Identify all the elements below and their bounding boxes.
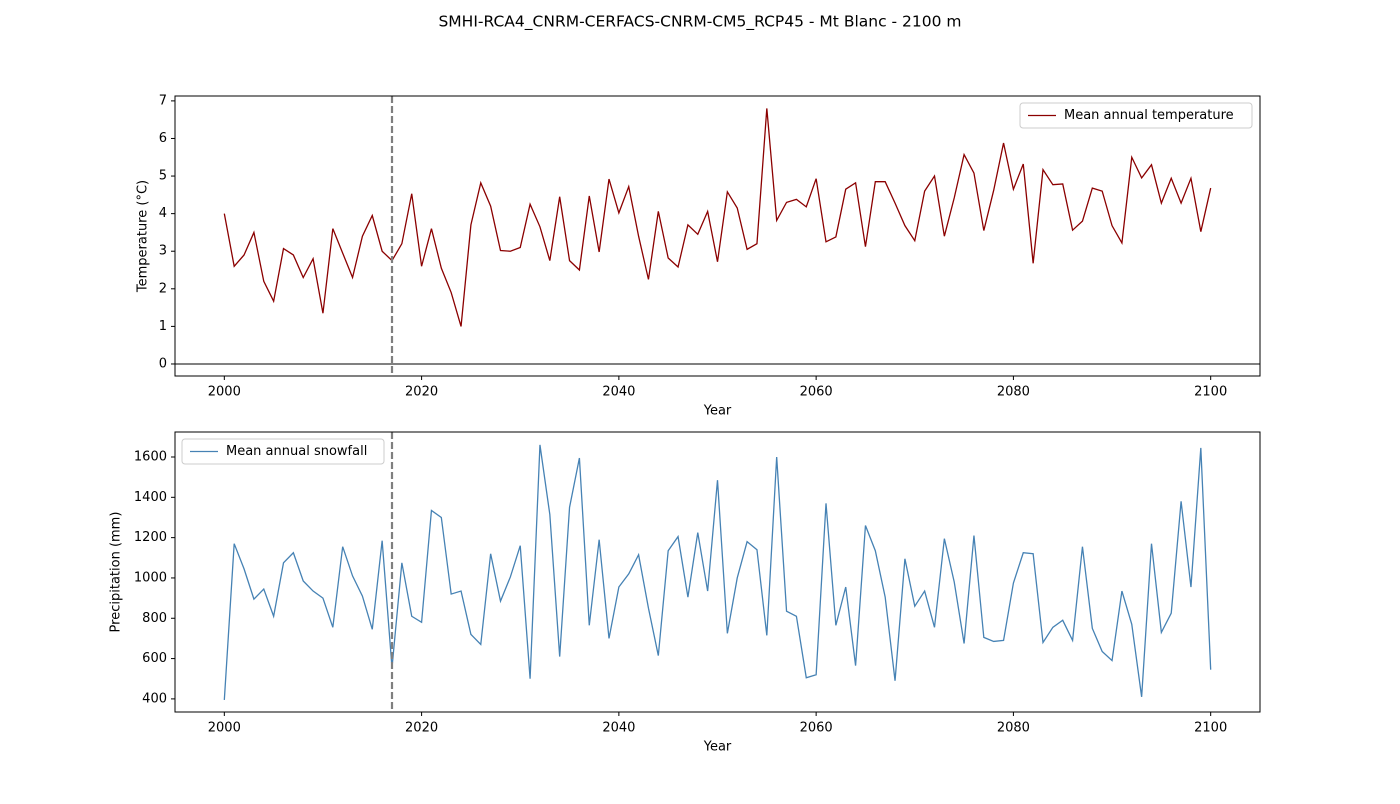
y-tick-label: 800 xyxy=(142,611,167,626)
x-tick-label: 2040 xyxy=(602,721,635,736)
y-tick-label: 1200 xyxy=(134,530,167,545)
x-tick-label: 2080 xyxy=(997,721,1030,736)
y-tick-label: 1 xyxy=(159,319,167,334)
y-tick-label: 6 xyxy=(159,131,167,146)
x-axis-label: Year xyxy=(703,740,732,755)
x-tick-label: 2020 xyxy=(405,385,438,400)
axes-frame xyxy=(174,95,1261,377)
figure-title: SMHI-RCA4_CNRM-CERFACS-CNRM-CM5_RCP45 - … xyxy=(438,13,961,32)
x-tick-label: 2060 xyxy=(800,385,833,400)
y-tick-label: 4 xyxy=(159,206,167,221)
y-tick-label: 600 xyxy=(142,651,167,666)
y-axis-label: Temperature (°C) xyxy=(136,180,151,293)
data-line xyxy=(223,444,1212,700)
y-tick-label: 1600 xyxy=(134,449,167,464)
y-tick-label: 400 xyxy=(142,691,167,706)
legend-box xyxy=(1019,102,1253,129)
y-tick-label: 0 xyxy=(159,356,167,371)
legend-box xyxy=(181,438,385,465)
legend-label: Mean annual snowfall xyxy=(226,444,367,459)
y-axis-label: Precipitation (mm) xyxy=(109,512,124,633)
y-tick-label: 1000 xyxy=(134,570,167,585)
x-tick-label: 2080 xyxy=(997,385,1030,400)
legend-label: Mean annual temperature xyxy=(1064,108,1234,123)
y-tick-label: 5 xyxy=(159,169,167,184)
x-tick-label: 2100 xyxy=(1194,721,1227,736)
x-tick-label: 2000 xyxy=(208,385,241,400)
x-tick-label: 2060 xyxy=(800,721,833,736)
axes-frame xyxy=(174,431,1261,713)
x-tick-label: 2000 xyxy=(208,721,241,736)
y-tick-label: 1400 xyxy=(134,490,167,505)
y-tick-label: 3 xyxy=(159,244,167,259)
x-tick-label: 2100 xyxy=(1194,385,1227,400)
y-tick-label: 2 xyxy=(159,281,167,296)
y-tick-label: 7 xyxy=(159,93,167,108)
x-tick-label: 2020 xyxy=(405,721,438,736)
x-axis-label: Year xyxy=(703,404,732,419)
x-tick-label: 2040 xyxy=(602,385,635,400)
data-line xyxy=(223,108,1212,327)
